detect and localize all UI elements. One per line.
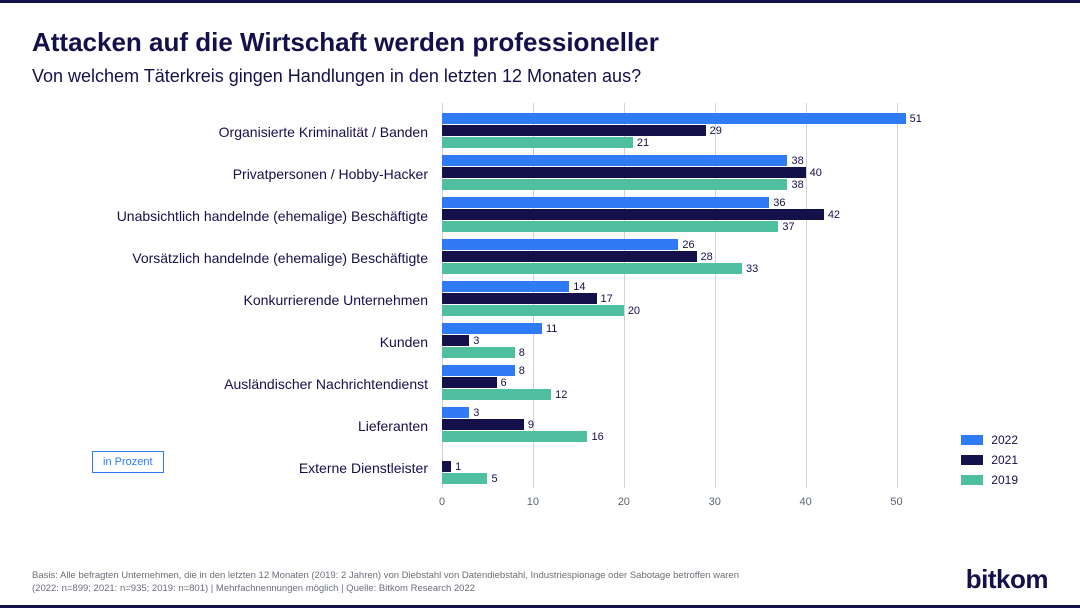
bar: 37 xyxy=(442,221,778,232)
bar-group: Organisierte Kriminalität / Banden512921 xyxy=(442,111,942,153)
category-label: Externe Dienstleister xyxy=(299,460,442,476)
footnote: Basis: Alle befragten Unternehmen, die i… xyxy=(32,570,739,595)
bar-group: Lieferanten3916 xyxy=(442,405,942,447)
bar: 8 xyxy=(442,365,515,376)
bar-value: 3 xyxy=(469,407,479,419)
bar: 36 xyxy=(442,197,769,208)
bar-group: Externe Dienstleister15 xyxy=(442,447,942,489)
bar-group: Unabsichtlich handelnde (ehemalige) Besc… xyxy=(442,195,942,237)
legend-swatch xyxy=(961,475,983,485)
bar: 38 xyxy=(442,155,787,166)
chart-subtitle: Von welchem Täterkreis gingen Handlungen… xyxy=(32,66,1048,87)
bar-value: 21 xyxy=(633,137,649,149)
bar: 29 xyxy=(442,125,706,136)
bar-value: 1 xyxy=(451,461,461,473)
bar-group: Konkurrierende Unternehmen141720 xyxy=(442,279,942,321)
bar-group: Kunden1138 xyxy=(442,321,942,363)
bar-value: 12 xyxy=(551,389,567,401)
bar: 40 xyxy=(442,167,806,178)
bar-value: 3 xyxy=(469,335,479,347)
x-tick-label: 10 xyxy=(527,496,539,508)
x-tick-label: 40 xyxy=(800,496,812,508)
footnote-line2: (2022: n=899; 2021: n=935; 2019: n=801) … xyxy=(32,583,475,594)
category-label: Kunden xyxy=(380,334,442,350)
bar-value: 38 xyxy=(787,155,803,167)
bar-value: 8 xyxy=(515,347,525,359)
bar-value: 42 xyxy=(824,209,840,221)
bar-value: 11 xyxy=(542,323,557,335)
bar-value: 29 xyxy=(706,125,722,137)
legend-label: 2022 xyxy=(991,433,1018,447)
bar-value: 51 xyxy=(906,113,922,125)
bar: 38 xyxy=(442,179,787,190)
bar: 21 xyxy=(442,137,633,148)
legend-item: 2019 xyxy=(961,473,1018,487)
chart-area: 0 10 20 30 40 50 Organisierte Kriminalität / … xyxy=(32,103,1048,523)
bar: 1 xyxy=(442,461,451,472)
category-label: Vorsätzlich handelnde (ehemalige) Beschä… xyxy=(132,250,442,266)
bar-group: Ausländischer Nachrichtendienst8612 xyxy=(442,363,942,405)
bar: 17 xyxy=(442,293,597,304)
legend-swatch xyxy=(961,455,983,465)
category-label: Privatpersonen / Hobby-Hacker xyxy=(233,166,442,182)
category-label: Konkurrierende Unternehmen xyxy=(244,292,442,308)
bitkom-logo: bitkom xyxy=(966,564,1048,595)
bar-value: 37 xyxy=(778,221,794,233)
bar-value: 17 xyxy=(597,293,613,305)
legend-item: 2022 xyxy=(961,433,1018,447)
bar-value: 33 xyxy=(742,263,758,275)
bar: 42 xyxy=(442,209,824,220)
bar: 8 xyxy=(442,347,515,358)
bar-value: 14 xyxy=(569,281,585,293)
bar: 14 xyxy=(442,281,569,292)
legend-swatch xyxy=(961,435,983,445)
bar: 5 xyxy=(442,473,487,484)
bar: 26 xyxy=(442,239,678,250)
chart-title: Attacken auf die Wirtschaft werden profe… xyxy=(32,27,1048,58)
bar-value: 8 xyxy=(515,365,525,377)
bar: 9 xyxy=(442,419,524,430)
legend-label: 2019 xyxy=(991,473,1018,487)
bar: 6 xyxy=(442,377,497,388)
bar-value: 6 xyxy=(497,377,507,389)
bar-value: 5 xyxy=(487,473,497,485)
bar: 20 xyxy=(442,305,624,316)
bar-value: 16 xyxy=(587,431,603,443)
bar: 3 xyxy=(442,407,469,418)
legend: 2022 2021 2019 xyxy=(961,433,1018,493)
x-tick-label: 50 xyxy=(890,496,902,508)
bar: 3 xyxy=(442,335,469,346)
category-label: Lieferanten xyxy=(358,418,442,434)
bar-value: 38 xyxy=(787,179,803,191)
legend-item: 2021 xyxy=(961,453,1018,467)
bar: 16 xyxy=(442,431,587,442)
x-tick-label: 20 xyxy=(618,496,630,508)
category-label: Ausländischer Nachrichtendienst xyxy=(224,376,442,392)
bar-value: 9 xyxy=(524,419,534,431)
x-tick-label: 0 xyxy=(439,496,445,508)
bar-group: Vorsätzlich handelnde (ehemalige) Beschä… xyxy=(442,237,942,279)
category-label: Unabsichtlich handelnde (ehemalige) Besc… xyxy=(117,208,442,224)
x-tick-label: 30 xyxy=(709,496,721,508)
bar: 28 xyxy=(442,251,697,262)
footnote-line1: Basis: Alle befragten Unternehmen, die i… xyxy=(32,570,739,581)
bar-group: Privatpersonen / Hobby-Hacker384038 xyxy=(442,153,942,195)
bar-value: 26 xyxy=(678,239,694,251)
bar: 12 xyxy=(442,389,551,400)
bar-groups: Organisierte Kriminalität / Banden512921… xyxy=(442,111,942,489)
legend-label: 2021 xyxy=(991,453,1018,467)
chart-plot: 0 10 20 30 40 50 Organisierte Kriminalität / … xyxy=(442,103,942,508)
bar-value: 40 xyxy=(806,167,822,179)
bar-value: 28 xyxy=(697,251,713,263)
bar: 51 xyxy=(442,113,906,124)
unit-label: in Prozent xyxy=(92,451,164,473)
bar-value: 36 xyxy=(769,197,785,209)
bar: 11 xyxy=(442,323,542,334)
category-label: Organisierte Kriminalität / Banden xyxy=(219,124,442,140)
bar: 33 xyxy=(442,263,742,274)
bar-value: 20 xyxy=(624,305,640,317)
